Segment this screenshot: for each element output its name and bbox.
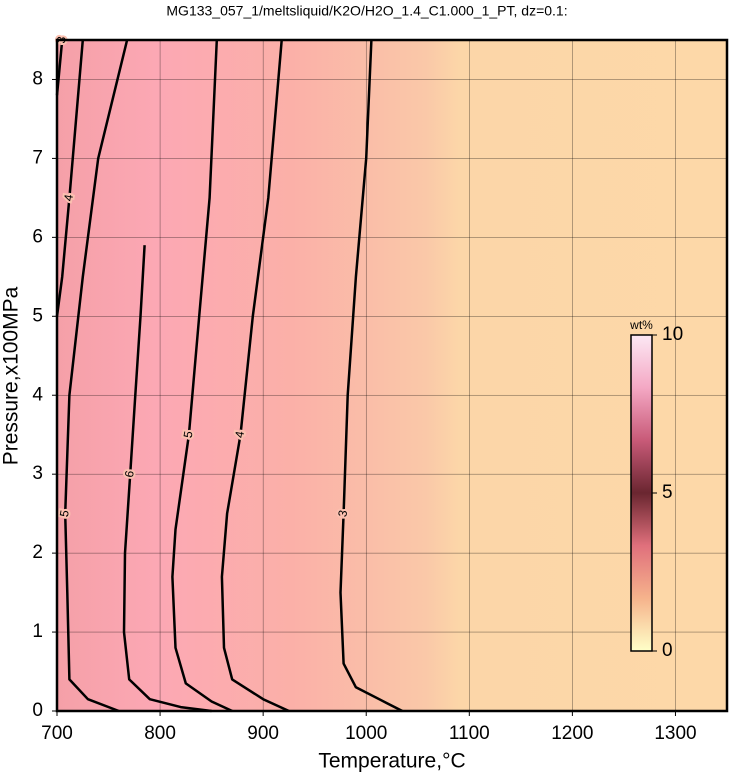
x-tick-label: 1300 <box>654 723 696 744</box>
x-tick-label: 1200 <box>551 723 593 744</box>
colorbar-scale <box>630 334 653 652</box>
y-tick-label: 6 <box>32 226 43 247</box>
x-tick-label: 900 <box>247 723 279 744</box>
colorbar-tick-label: 10 <box>662 324 683 345</box>
y-tick-label: 3 <box>32 463 43 484</box>
x-tick-label: 700 <box>41 723 73 744</box>
y-tick-label: 2 <box>32 542 43 563</box>
y-axis-label: Pressure,x100MPa <box>0 286 23 465</box>
contour-line <box>171 39 233 713</box>
contour-line <box>122 245 212 713</box>
colorbar-label: wt% <box>629 318 653 332</box>
y-tick-label: 4 <box>32 384 43 405</box>
axes: 700 800 900 1000 1100 1200 1300 0 1 2 3 4 5 6 7 8 <box>32 68 696 744</box>
x-tick-label: 1100 <box>449 723 490 744</box>
y-tick-label: 0 <box>32 700 43 721</box>
contour-line <box>63 39 129 713</box>
y-tick-label: 7 <box>32 147 43 168</box>
grid <box>56 40 727 712</box>
y-tick-label: 8 <box>32 68 43 89</box>
x-tick-label: 1000 <box>345 723 387 744</box>
y-tick-label: 5 <box>32 305 43 326</box>
colorbar: wt% 0 5 10 <box>629 318 683 661</box>
x-axis-label: Temperature,°C <box>318 750 465 773</box>
contour-line <box>55 39 85 317</box>
plot-frame <box>55 38 729 713</box>
plot-field <box>57 40 727 711</box>
chart-title: MG133_057_1/meltsliquid/K2O/H2O_1.4_C1.0… <box>166 3 567 19</box>
contour-line <box>220 39 290 713</box>
colorbar-tick-label: 5 <box>662 482 673 503</box>
x-tick-label: 800 <box>144 723 176 744</box>
y-tick-label: 1 <box>32 621 43 642</box>
contour-line <box>339 39 403 713</box>
colorbar-tick-label: 0 <box>662 640 673 661</box>
